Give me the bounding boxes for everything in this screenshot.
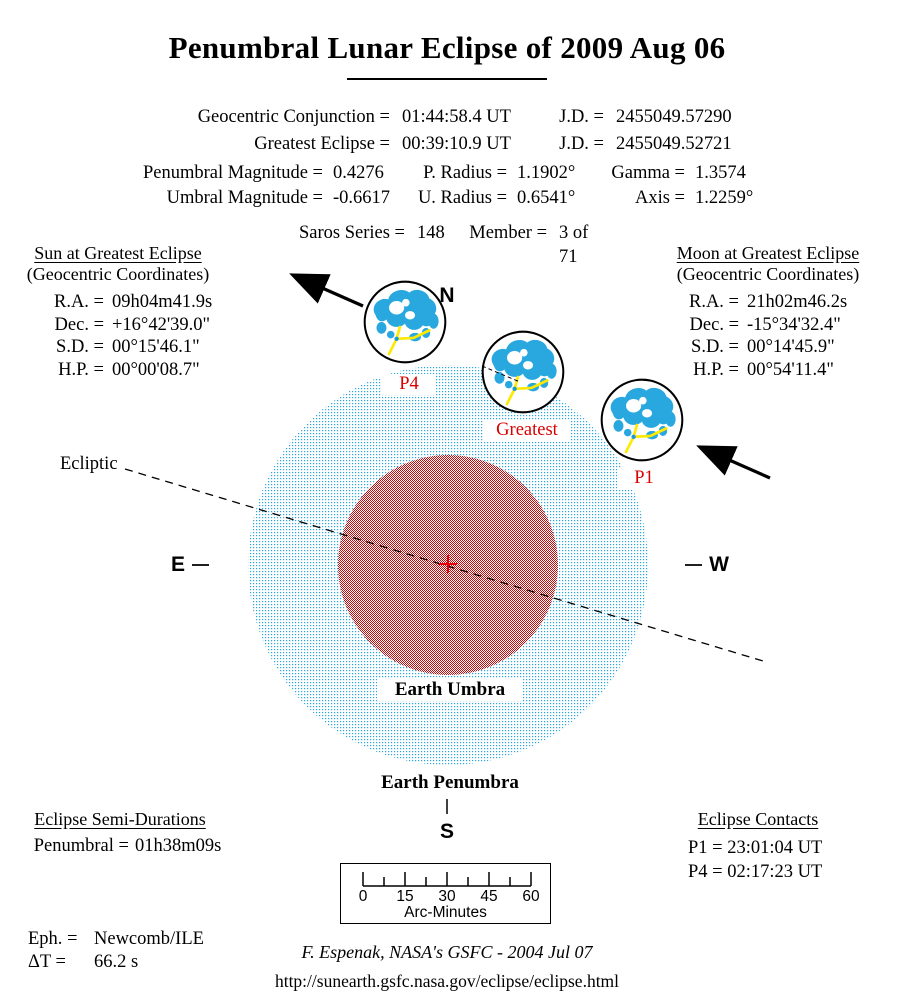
compass-north-label: N [439,284,455,307]
moon-hp-value: 00°54'11.4" [747,359,834,380]
ecliptic-label: Ecliptic [60,454,118,474]
penumbral-duration-label: Penumbral = [33,836,129,856]
penumbral-duration-value: 01h38m09s [134,836,222,856]
sun-hp-label: H.P. = [58,359,104,380]
ephemeris-block: Eph. = Newcomb/ILE ΔT = 66.2 s [28,928,204,974]
delta-t-value: 66.2 s [94,952,139,972]
moon-at-p4 [363,280,447,364]
sun-sd-value: 00°15'46.1" [112,337,200,357]
scale-tick-30: 30 [438,888,456,905]
compass-tick-marks [192,564,702,814]
scale-ruler-icon [362,872,532,887]
moon-coordinates: R.A. = 21h02m46.2s Dec. = -15°34'32.4" S… [665,291,889,381]
contact-p4-label: P4 [382,374,436,395]
sun-hp-value: 00°00'08.7" [112,359,200,380]
scale-tick-15: 15 [396,888,414,905]
moon-at-greatest [481,330,565,414]
moon-ra-label: R.A. = [688,292,739,312]
u-radius-label: U. Radius = [417,188,507,208]
p-radius-value: 1.1902° [517,163,576,183]
sun-dec-value: +16°42'39.0" [112,314,211,335]
delta-t-label: ΔT = [28,952,66,972]
saros-block: Saros Series = 148 Member = 3 of 71 [290,221,611,269]
gamma-value: 1.3574 [695,163,746,183]
sun-coordinates: R.A. = 09h04m41.9s Dec. = +16°42'39.0" S… [30,291,254,381]
umbral-magnitude-value: -0.6617 [333,188,391,208]
greatest-jd-label: J.D. = [559,134,604,154]
earth-umbra-label: Earth Umbra [377,679,523,701]
scale-tick-60: 60 [522,888,540,905]
saros-member-value: 3 of 71 [559,223,589,267]
compass-south-label: S [439,820,454,843]
greatest-label: Greatest [483,420,571,441]
greatest-jd-value: 2455049.52721 [616,134,732,154]
ephemeris-value: Newcomb/ILE [94,929,204,949]
penumbral-magnitude-label: Penumbral Magnitude = [143,163,323,183]
p-radius-label: P. Radius = [423,163,507,183]
scale-bar: 0 15 30 45 60 Arc-Minutes [340,863,551,924]
contact-p1-label: P1 [617,468,671,489]
page-title: Penumbral Lunar Eclipse of 2009 Aug 06 [168,30,726,65]
greatest-eclipse-value: 00:39:10.9 UT [402,134,511,154]
conjunction-label: Geocentric Conjunction = [197,107,390,127]
moon-at-p1 [600,378,684,462]
moon-dec-value: -15°34'32.4" [747,314,841,335]
sun-block-subheading: (Geocentric Coordinates) [26,264,210,284]
contact-p1-time-value: 23:01:04 UT [727,838,823,858]
semi-durations-heading: Eclipse Semi-Durations [34,809,206,829]
scale-tick-0: 0 [358,888,368,905]
sun-dec-label: Dec. = [54,314,104,335]
moon-block-heading: Moon at Greatest Eclipse [676,243,860,263]
saros-series-value: 148 [417,223,445,243]
compass-east-label: E [170,553,185,576]
scale-unit-label: Arc-Minutes [404,904,487,921]
contact-p4-time-label: P4 = [688,862,723,882]
conjunction-value: 01:44:58.4 UT [402,107,511,127]
moon-motion-arrow-west [289,273,364,308]
scale-tick-45: 45 [480,888,498,905]
moon-sd-label: S.D. = [691,337,739,357]
moon-hp-label: H.P. = [693,359,739,380]
contacts-rows: P1 = 23:01:04 UT P4 = 02:17:23 UT [688,836,822,884]
contact-p4-row: P4 = 02:17:23 UT [688,860,822,884]
contacts-heading: Eclipse Contacts [697,809,819,829]
u-radius-value: 0.6541° [517,188,576,208]
moon-dec-label: Dec. = [689,314,739,335]
axis-label: Axis = [634,188,685,208]
title-underline [347,78,547,80]
sun-block-heading: Sun at Greatest Eclipse [34,243,202,263]
gamma-label: Gamma = [611,163,685,183]
saros-member-label: Member = [469,223,547,243]
moon-ra-value: 21h02m46.2s [747,292,848,312]
conjunction-times-block: Geocentric Conjunction = 01:44:58.4 UT J… [145,104,756,158]
earth-penumbra-label: Earth Penumbra [367,772,533,794]
compass-west-label: W [709,553,729,576]
shadow-center-cross-icon [439,555,457,573]
contact-p4-time-value: 02:17:23 UT [727,862,823,882]
contact-p1-row: P1 = 23:01:04 UT [688,836,822,860]
moon-block-subheading: (Geocentric Coordinates) [676,264,860,284]
sun-sd-label: S.D. = [56,337,104,357]
sun-ra-value: 09h04m41.9s [112,292,213,312]
greatest-eclipse-label: Greatest Eclipse = [254,134,390,154]
conjunction-jd-label: J.D. = [559,107,604,127]
magnitudes-block: Penumbral Magnitude = 0.4276 P. Radius =… [133,161,767,211]
credit-line: F. Espenak, NASA's GSFC - 2004 Jul 07 [301,942,593,962]
source-url: http://sunearth.gsfc.nasa.gov/eclipse/ec… [274,971,620,991]
penumbral-magnitude-value: 0.4276 [333,163,384,183]
contact-p1-time-label: P1 = [688,838,723,858]
sun-ra-label: R.A. = [53,292,104,312]
umbral-magnitude-label: Umbral Magnitude = [166,188,323,208]
conjunction-jd-value: 2455049.57290 [616,107,732,127]
semi-durations-row: Penumbral = 01h38m09s [20,836,235,857]
ephemeris-label: Eph. = [28,929,78,949]
moon-sd-value: 00°14'45.9" [747,337,835,357]
axis-value: 1.2259° [695,188,754,208]
moon-motion-arrow-east [696,445,771,480]
saros-series-label: Saros Series = [298,223,405,243]
